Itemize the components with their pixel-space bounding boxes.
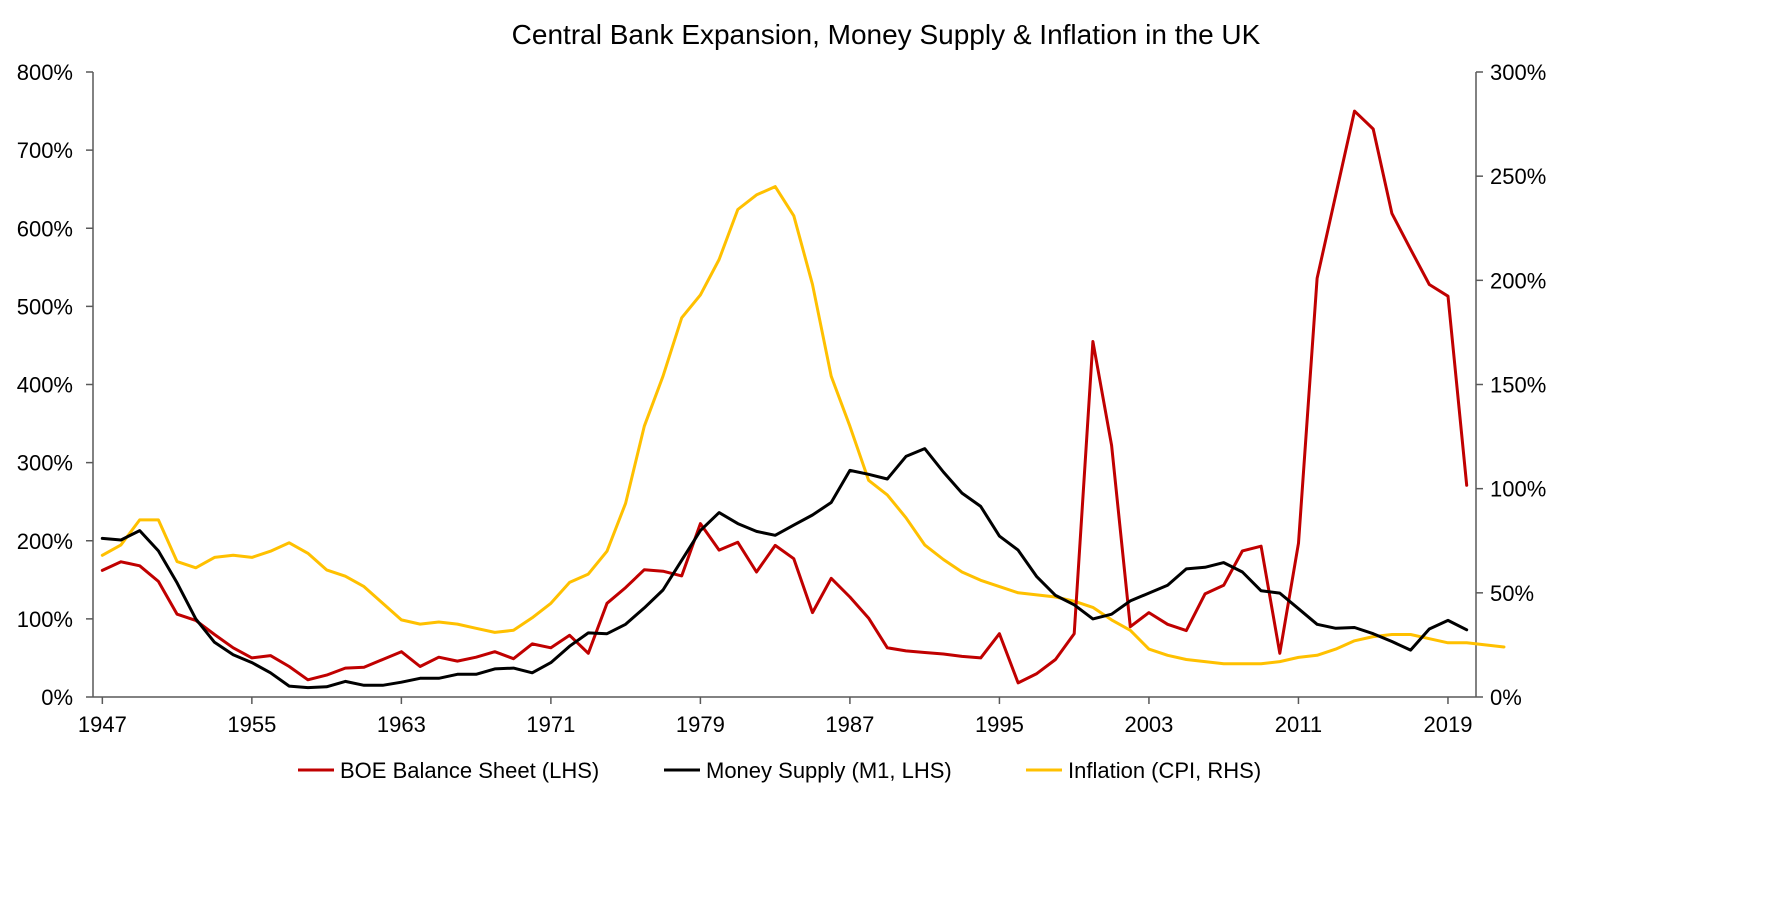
y-left-tick-label: 100% <box>17 607 73 632</box>
x-tick-label: 1963 <box>377 712 426 737</box>
y-left-tick-label: 600% <box>17 216 73 241</box>
y-left-tick-label: 200% <box>17 529 73 554</box>
y-right-tick-label: 0% <box>1490 685 1522 710</box>
series-line-boe-balance-sheet-lhs <box>100 109 1469 685</box>
y-left-tick-label: 300% <box>17 451 73 476</box>
series-line-inflation-cpi-rhs <box>100 185 1506 666</box>
x-tick-label: 2003 <box>1124 712 1173 737</box>
x-tick-label: 1995 <box>975 712 1024 737</box>
y-left-tick-label: 0% <box>41 685 73 710</box>
y-left-tick-label: 400% <box>17 373 73 398</box>
legend-label: Inflation (CPI, RHS) <box>1068 758 1261 783</box>
y-right-tick-label: 200% <box>1490 268 1546 293</box>
chart-title: Central Bank Expansion, Money Supply & I… <box>512 19 1261 50</box>
y-right-tick-label: 100% <box>1490 477 1546 502</box>
series-line-money-supply-m1-lhs <box>100 447 1469 690</box>
x-tick-label: 1979 <box>676 712 725 737</box>
y-right-tick-label: 50% <box>1490 581 1534 606</box>
y-left-tick-label: 800% <box>17 60 73 85</box>
legend-label: Money Supply (M1, LHS) <box>706 758 952 783</box>
y-right-tick-label: 300% <box>1490 60 1546 85</box>
x-tick-label: 1987 <box>825 712 874 737</box>
x-tick-label: 1971 <box>526 712 575 737</box>
x-tick-label: 1947 <box>78 712 127 737</box>
x-tick-label: 2019 <box>1423 712 1472 737</box>
y-right-tick-label: 150% <box>1490 373 1546 398</box>
y-left-tick-label: 500% <box>17 294 73 319</box>
x-tick-label: 2011 <box>1275 712 1322 737</box>
legend-label: BOE Balance Sheet (LHS) <box>340 758 599 783</box>
x-tick-label: 1955 <box>227 712 276 737</box>
y-right-tick-label: 250% <box>1490 164 1546 189</box>
y-left-tick-label: 700% <box>17 138 73 163</box>
